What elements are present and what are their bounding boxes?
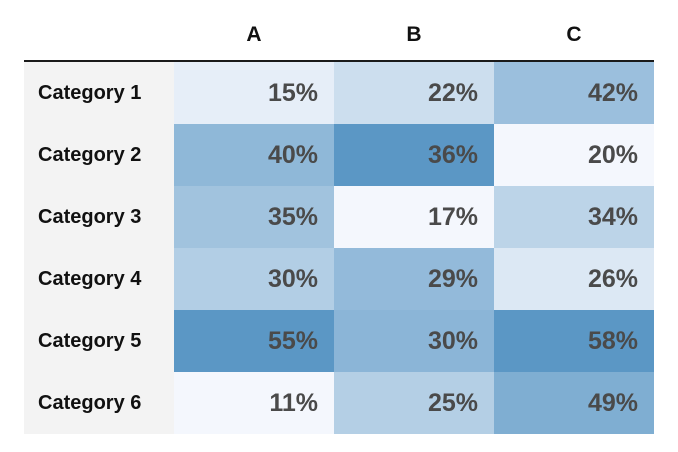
row-label-category-5: Category 5 (24, 310, 174, 372)
cell-category-1-c: 42% (494, 62, 654, 124)
cell-category-4-a: 30% (174, 248, 334, 310)
cell-category-4-c: 26% (494, 248, 654, 310)
cell-category-5-c: 58% (494, 310, 654, 372)
row-category-3: Category 3 35% 17% 34% (24, 186, 654, 248)
heatmap-table: A B C Category 1 15% 22% 42% Category 2 40% 36… (24, 0, 654, 434)
row-label-category-1: Category 1 (24, 62, 174, 124)
cell-category-6-b: 25% (334, 372, 494, 434)
corner-cell (24, 0, 174, 60)
row-label-category-6: Category 6 (24, 372, 174, 434)
cell-category-4-b: 29% (334, 248, 494, 310)
row-category-1: Category 1 15% 22% 42% (24, 62, 654, 124)
cell-category-5-b: 30% (334, 310, 494, 372)
row-category-5: Category 5 55% 30% 58% (24, 310, 654, 372)
row-label-category-3: Category 3 (24, 186, 174, 248)
cell-category-1-a: 15% (174, 62, 334, 124)
column-header-a: A (246, 23, 262, 46)
table-body: Category 1 15% 22% 42% Category 2 40% 36% 20% Ca… (24, 62, 654, 434)
column-header-row: A B C (24, 0, 654, 62)
row-category-6: Category 6 11% 25% 49% (24, 372, 654, 434)
cell-category-2-b: 36% (334, 124, 494, 186)
cell-category-2-c: 20% (494, 124, 654, 186)
column-header-b: B (406, 23, 422, 46)
cell-category-6-a: 11% (174, 372, 334, 434)
cell-category-1-b: 22% (334, 62, 494, 124)
row-label-category-2: Category 2 (24, 124, 174, 186)
cell-category-5-a: 55% (174, 310, 334, 372)
cell-category-2-a: 40% (174, 124, 334, 186)
cell-category-3-b: 17% (334, 186, 494, 248)
cell-category-3-c: 34% (494, 186, 654, 248)
row-label-category-4: Category 4 (24, 248, 174, 310)
cell-category-6-c: 49% (494, 372, 654, 434)
row-category-2: Category 2 40% 36% 20% (24, 124, 654, 186)
cell-category-3-a: 35% (174, 186, 334, 248)
row-category-4: Category 4 30% 29% 26% (24, 248, 654, 310)
column-header-c: C (566, 23, 582, 46)
